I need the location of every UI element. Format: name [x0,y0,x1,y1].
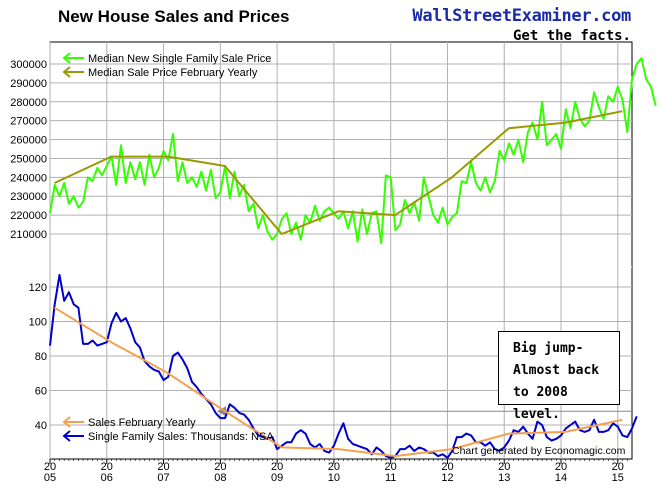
y-tick-label: 270000 [10,116,47,128]
x-tick-label: 20 [328,461,340,473]
chart-title: New House Sales and Prices [58,7,290,26]
y-tick-label: 220000 [10,210,47,222]
x-tick-label: 12 [441,472,453,484]
legend-feb-price: Median Sale Price February Yearly [62,66,258,79]
legend-sales-arrow [62,430,71,442]
x-tick-label: 20 [44,461,56,473]
x-tick-label: 20 [101,461,113,473]
annotation-line: Big jump- [513,341,584,356]
x-tick-label: 20 [157,461,169,473]
x-tick-label: 09 [271,472,283,484]
x-tick-label: 10 [328,472,340,484]
x-tick-label: 14 [555,472,567,484]
y-tick-label: 100 [29,317,47,329]
legend-sales-label: Single Family Sales: Thousands: NSA [88,431,274,443]
legend-median-price: Median New Single Family Sale Price [62,52,271,65]
y-tick-label: 290000 [10,78,47,90]
tick-labels: 210000 220000 230000 240000 250000 260000 2700… [10,59,624,484]
x-tick-label: 05 [44,472,56,484]
x-tick-label: 20 [441,461,453,473]
x-tick-label: 20 [214,461,226,473]
y-tick-label: 80 [35,351,47,363]
legend-median-price-label: Median New Single Family Sale Price [88,53,271,65]
y-tick-label: 240000 [10,172,47,184]
x-tick-label: 13 [498,472,510,484]
y-tick-label: 280000 [10,97,47,109]
y-tick-label: 120 [29,282,47,294]
x-tick-label: 08 [214,472,226,484]
reference-arrow [217,406,227,417]
legend-feb-price-arrow [62,66,71,78]
y-tick-label: 40 [35,420,47,432]
annotation-line: Almost back [513,363,600,378]
brand-block: WallStreetExaminer.com Get the facts. [412,6,631,44]
feb-price-line [54,110,623,235]
x-tick-label: 06 [101,472,113,484]
series [49,57,657,459]
legend-feb-sales: Sales February Yearly [62,416,196,429]
sales-line [49,273,638,459]
y-tick-label: 230000 [10,191,47,203]
legends: Median New Single Family Sale Price Media… [62,52,274,443]
legend-feb-sales-arrow [62,416,71,428]
annotation-line: to 2008 level. [513,385,568,422]
x-tick-label: 11 [385,472,396,484]
legend-feb-sales-label: Sales February Yearly [88,417,196,429]
y-tick-label: 300000 [10,59,47,71]
x-tick-label: 20 [555,461,567,473]
x-tick-label: 20 [271,461,283,473]
legend-median-price-arrow [62,52,71,64]
brand-name[interactable]: WallStreetExaminer.com [412,6,631,26]
x-tick-label: 20 [612,461,624,473]
x-tick-label: 15 [612,472,624,484]
x-tick-label: 20 [385,461,397,473]
y-tick-label: 60 [35,386,47,398]
legend-sales: Single Family Sales: Thousands: NSA [62,430,274,443]
annotation-box: Big jump- Almost back to 2008 level. [498,331,620,422]
brand-tagline: Get the facts. [512,28,631,44]
y-tick-label: 250000 [10,153,47,165]
feb-sales-line [53,306,623,458]
x-tick-label: 20 [498,461,510,473]
grid [49,42,632,464]
y-tick-label: 260000 [10,135,47,147]
chart-credit: Chart generated by Economagic.com [452,445,626,457]
legend-feb-price-label: Median Sale Price February Yearly [88,67,258,79]
x-tick-label: 07 [157,472,169,484]
y-tick-label: 210000 [10,229,47,241]
